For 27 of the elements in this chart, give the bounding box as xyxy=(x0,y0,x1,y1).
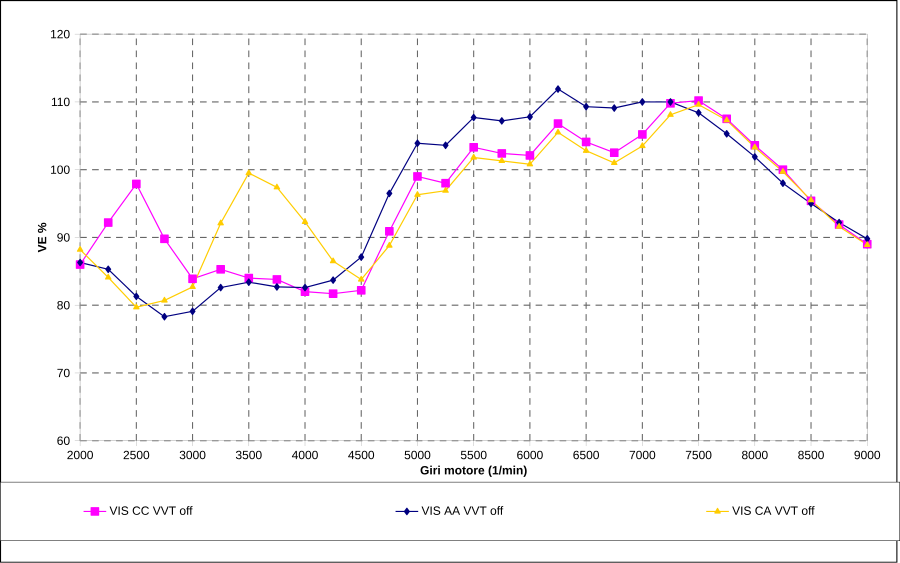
x-tick-label: 7000 xyxy=(630,450,656,460)
x-tick-label: 5500 xyxy=(460,450,487,460)
legend-label: VIS CA VVT off xyxy=(732,506,815,516)
x-tick-label: 4500 xyxy=(348,450,374,460)
y-tick-label: 80 xyxy=(57,301,70,310)
y-tick-label: 100 xyxy=(51,166,70,174)
y-tick-label: 60 xyxy=(57,436,70,446)
y-tick-label: 70 xyxy=(57,368,70,378)
x-tick-label: 3500 xyxy=(236,450,262,460)
x-tick-label: 6500 xyxy=(573,450,599,460)
x-tick-label: 2500 xyxy=(124,450,150,460)
y-tick-label: 120 xyxy=(51,30,70,39)
x-tick-label: 5000 xyxy=(404,450,430,460)
x-tick-label: 8500 xyxy=(798,450,824,460)
x-tick-label: 2000 xyxy=(67,450,93,460)
x-tick-label: 7500 xyxy=(686,450,712,460)
y-tick-label: 110 xyxy=(52,98,70,106)
x-tick-label: 6000 xyxy=(517,450,543,460)
x-tick-label: 9000 xyxy=(854,450,880,460)
x-tick-label: 4000 xyxy=(292,450,318,460)
x-tick-label: 3000 xyxy=(180,450,206,460)
x-tick-label: 8000 xyxy=(742,450,768,460)
x-axis-title: Giri motore (1/min) xyxy=(420,466,527,477)
y-axis-title: VE % xyxy=(38,222,46,252)
legend-label: VIS CC VVT off xyxy=(110,506,193,516)
y-tick-label: 90 xyxy=(57,233,70,242)
legend-label: VIS AA VVT off xyxy=(422,506,504,516)
